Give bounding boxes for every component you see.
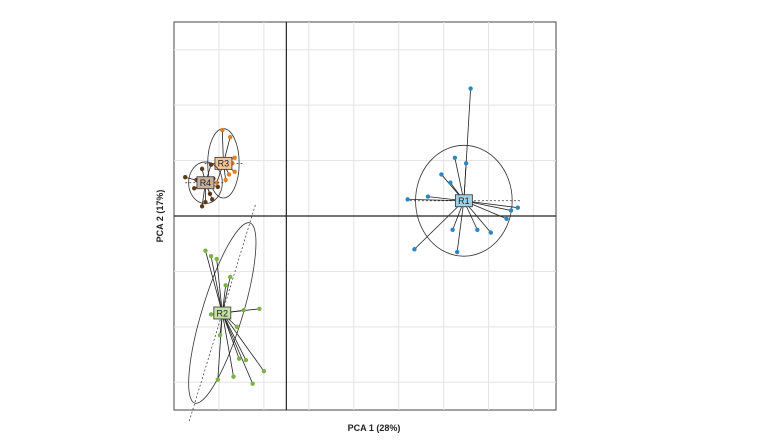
group-r2-spoke <box>221 312 234 377</box>
group-r1-point <box>439 172 444 177</box>
group-r3-point <box>226 172 232 177</box>
group-r1-point <box>488 230 494 235</box>
group-r1-point <box>450 227 455 233</box>
group-r2-point <box>257 306 262 312</box>
group-r2-spoke <box>216 258 223 314</box>
group-r4-point <box>199 166 205 172</box>
group-r2-point <box>261 369 267 374</box>
group-r3-point <box>220 127 225 133</box>
group-r1-point <box>412 247 417 252</box>
group-r2-point <box>215 377 221 382</box>
group-r2-spoke <box>221 312 247 361</box>
group-r2-spoke <box>221 312 254 384</box>
x-axis-title: PCA 1 (28%) <box>348 423 401 433</box>
group-r2-point <box>208 312 214 317</box>
group-r1-spoke <box>454 157 465 201</box>
group-r3-label: R3 <box>218 159 230 169</box>
group-r2-spoke <box>221 312 240 359</box>
group-r3-point <box>232 169 237 174</box>
group-r4-point <box>199 204 205 209</box>
group-r1-point <box>515 205 520 210</box>
group-r4-point <box>203 199 208 205</box>
group-r4-label: R4 <box>200 178 212 188</box>
group-r2-point <box>227 274 233 280</box>
group-r2-point <box>223 283 228 288</box>
group-r1-point <box>425 194 431 199</box>
group-r2-label-box <box>213 306 232 320</box>
group-r2-ellipse <box>188 222 257 404</box>
group-r2-point <box>241 308 246 313</box>
group-r2-label: R2 <box>217 308 229 318</box>
group-r1-spoke <box>407 198 464 202</box>
group-r3-point <box>232 155 237 160</box>
group-r3-point <box>227 134 233 140</box>
group-r2: R2 <box>188 204 267 422</box>
group-r2-point <box>203 248 208 253</box>
group-r4-point <box>207 191 213 197</box>
group-r2-spoke <box>221 312 265 372</box>
group-r2-spoke <box>210 256 223 314</box>
group-r4-point <box>210 197 215 202</box>
group-r2-spoke <box>205 250 223 314</box>
group-r1-point <box>475 227 480 233</box>
group-r4-point <box>215 184 221 190</box>
group-r2-point <box>234 324 240 330</box>
group-r4-point <box>183 175 188 180</box>
group-r2-spoke <box>217 312 223 380</box>
group-r1-point <box>468 86 473 91</box>
group-r2-point <box>214 256 219 262</box>
group-r1-point <box>454 249 460 255</box>
group-r4: R4 <box>183 161 226 209</box>
group-r1-spoke <box>456 200 465 253</box>
group-r1-point <box>452 155 458 160</box>
group-r2-point <box>208 253 214 259</box>
group-r3-label-box <box>214 156 233 170</box>
group-r4-label-box <box>196 176 215 190</box>
group-r3: R3 <box>204 127 243 199</box>
group-r1-point <box>504 216 509 221</box>
group-r1-spoke <box>463 200 518 209</box>
group-r4-point <box>192 186 197 191</box>
group-r1-point <box>463 161 469 166</box>
group-r1-point <box>448 180 453 185</box>
group-r2-point <box>217 332 223 338</box>
zero-axis-lines <box>174 22 556 410</box>
group-r3-point <box>214 180 219 185</box>
group-r1-point <box>405 197 410 202</box>
group-r2-point <box>250 381 255 386</box>
group-r3-point <box>223 177 228 183</box>
group-r4-point <box>208 162 214 167</box>
group-r1-point <box>508 208 514 213</box>
group-r2-point <box>243 357 249 363</box>
group-r2-point <box>236 356 242 361</box>
y-axis-title: PCA 2 (17%) <box>155 190 165 243</box>
group-r1-spoke <box>414 200 465 250</box>
group-r2-point <box>231 374 236 379</box>
group-r1-label-box <box>454 194 473 208</box>
point-groups: R1 R2 R3 R4 <box>183 86 522 422</box>
group-r1-label: R1 <box>458 196 470 206</box>
group-r1: R1 <box>405 86 522 257</box>
